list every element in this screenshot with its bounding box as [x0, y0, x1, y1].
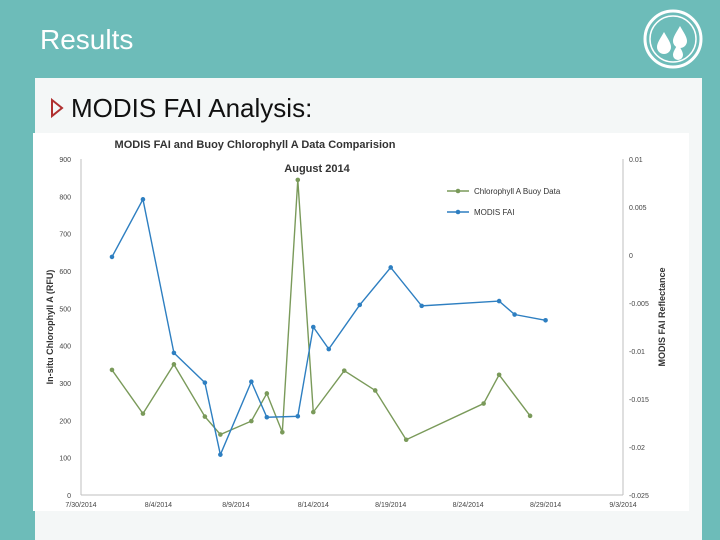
data-point	[388, 265, 394, 270]
data-point	[264, 414, 270, 420]
y-tick-label: 900	[59, 157, 71, 164]
y-tick-label: 700	[59, 232, 71, 239]
slide-title: Results	[40, 24, 134, 55]
data-point	[310, 324, 316, 330]
y2-tick-label: -0.01	[629, 349, 645, 356]
data-point	[403, 437, 409, 443]
series-line-chlorophyll	[111, 179, 531, 441]
bullet-item: MODIS FAI Analysis:	[49, 92, 312, 124]
data-point	[512, 312, 517, 317]
y2-tick-label: -0.02	[629, 445, 645, 452]
x-tick-label: 8/14/2014	[298, 502, 329, 509]
y2-tick-label: 0.005	[629, 205, 647, 212]
data-point	[419, 303, 424, 309]
y-tick-label: 400	[59, 344, 71, 351]
y2-tick-label: 0.01	[629, 157, 643, 164]
x-tick-label: 8/19/2014	[375, 502, 406, 509]
y-tick-label: 500	[59, 306, 71, 313]
data-point	[543, 317, 548, 323]
x-tick-label: 8/24/2014	[453, 502, 484, 509]
y2-tick-label: 0	[629, 253, 633, 260]
data-point	[202, 380, 208, 385]
x-tick-label: 8/9/2014	[222, 502, 249, 509]
legend-label: Chlorophyll A Buoy Data	[474, 187, 561, 196]
chart-title: MODIS FAI and Buoy Chlorophyll A Data Co…	[115, 139, 396, 151]
data-point	[496, 372, 502, 378]
legend-label: MODIS FAI	[474, 208, 514, 217]
series-line-modis	[111, 197, 546, 457]
data-point	[249, 418, 254, 424]
data-point	[171, 350, 177, 356]
y-axis-label: In-situ Chlorophyll A (RFU)	[45, 270, 55, 385]
data-point	[295, 413, 301, 419]
y-tick-label: 800	[59, 194, 71, 201]
x-tick-label: 8/29/2014	[530, 502, 561, 509]
y-tick-label: 300	[59, 381, 71, 388]
y-tick-label: 100	[59, 456, 71, 463]
data-point	[481, 401, 486, 406]
data-point	[218, 432, 223, 437]
data-point	[109, 367, 115, 373]
data-point	[372, 388, 378, 393]
y2-tick-label: -0.025	[629, 493, 649, 500]
data-point	[140, 197, 146, 202]
data-point	[496, 298, 502, 304]
x-tick-label: 8/4/2014	[145, 502, 172, 509]
data-point	[341, 368, 347, 373]
data-point	[109, 254, 115, 260]
y-tick-label: 200	[59, 418, 71, 425]
data-point	[171, 362, 177, 367]
data-point	[249, 379, 254, 385]
water-drops-logo-icon	[643, 9, 703, 69]
data-point	[326, 346, 332, 352]
legend-marker	[455, 188, 461, 194]
y2-tick-label: -0.015	[629, 397, 649, 404]
data-point	[202, 414, 208, 419]
data-point	[310, 409, 316, 415]
data-point	[218, 452, 223, 457]
chart-subtitle: August 2014	[284, 163, 350, 175]
data-point	[527, 413, 533, 419]
legend-marker	[455, 209, 461, 215]
data-point	[295, 177, 301, 183]
y2-tick-label: -0.005	[629, 301, 649, 308]
y-tick-label: 600	[59, 269, 71, 276]
data-point	[140, 411, 146, 416]
data-point	[357, 302, 363, 308]
y-tick-label: 0	[67, 493, 71, 500]
x-tick-label: 9/3/2014	[609, 502, 636, 509]
data-point	[280, 429, 285, 435]
triangle-bullet-icon	[51, 97, 64, 119]
data-point	[264, 391, 270, 396]
x-tick-label: 7/30/2014	[65, 502, 96, 509]
y2-axis-label: MODIS FAI Reflectance	[657, 267, 667, 366]
bullet-text: MODIS FAI Analysis:	[71, 92, 313, 123]
chart-panel: 0 100 200 300 400 500 600 700 800 900 0.01 0.005 0 -0…	[33, 133, 689, 511]
chart: 0 100 200 300 400 500 600 700 800 900 0.01 0.005 0 -0…	[45, 139, 667, 509]
